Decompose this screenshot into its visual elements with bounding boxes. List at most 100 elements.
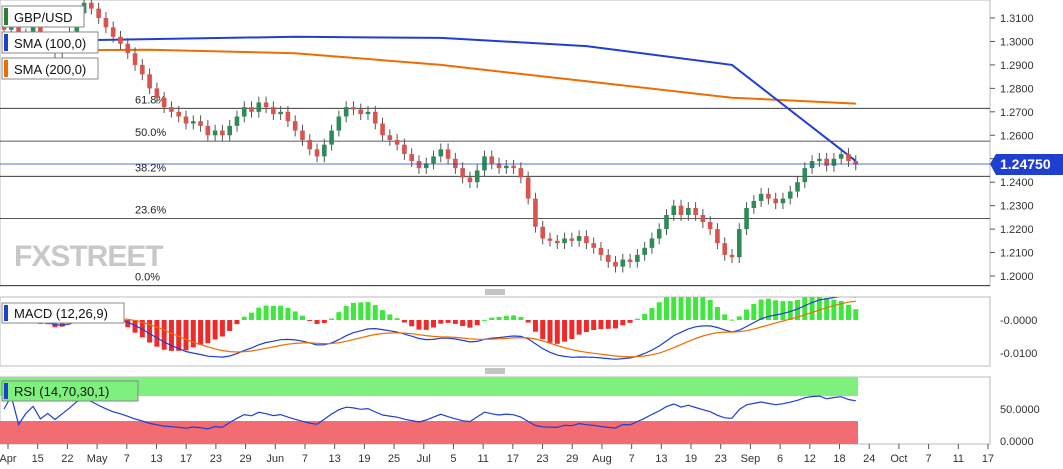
sma-200-line	[3, 48, 856, 105]
candle-body	[358, 109, 364, 115]
macd-histogram-bar	[714, 306, 720, 320]
candle-body	[605, 254, 611, 262]
macd-histogram-bar	[416, 320, 422, 330]
candle-body	[591, 243, 596, 248]
macd-histogram-bar	[678, 297, 684, 320]
macd-histogram-bar	[329, 318, 335, 320]
macd-histogram-bar	[547, 320, 553, 343]
candle-body	[307, 139, 313, 150]
candle-body	[190, 121, 196, 124]
candle-body	[758, 193, 764, 201]
candle-body	[715, 229, 720, 244]
macd-histogram-bar	[554, 320, 560, 344]
candle-body	[198, 121, 203, 126]
candle-body	[846, 154, 851, 162]
macd-histogram-bar	[693, 297, 699, 320]
candle-body	[256, 102, 262, 112]
candle-body	[773, 198, 778, 204]
candle-body	[176, 111, 182, 117]
candle-body	[314, 149, 320, 157]
macd-histogram-bar	[350, 302, 356, 320]
candle-body	[496, 163, 502, 169]
macd-histogram-bar	[532, 320, 538, 332]
candle-body	[402, 144, 407, 155]
price-tick-label: 1.2400	[1000, 177, 1034, 189]
candle-body	[110, 27, 116, 37]
macd-histogram-bar	[299, 315, 305, 320]
price-tick-label: 1.2900	[1000, 60, 1034, 72]
candle-body	[678, 205, 684, 216]
x-tick-label: 11	[953, 453, 964, 465]
candle-body	[554, 240, 560, 244]
candle-body	[547, 238, 553, 241]
macd-histogram-bar	[569, 320, 575, 340]
candle-body	[278, 111, 283, 115]
x-tick-label: 13	[655, 453, 667, 465]
candle-body	[627, 259, 633, 262]
x-tick-label: 13	[329, 453, 341, 465]
candle-body	[504, 165, 509, 169]
pane-resize-handle[interactable]	[485, 289, 505, 295]
legend-item-box[interactable]	[1, 5, 85, 28]
price-tick-label: 1.2000	[1000, 271, 1034, 283]
x-tick-label: 12	[804, 453, 816, 465]
macd-histogram-bar	[809, 297, 815, 320]
macd-histogram-bar	[758, 299, 764, 320]
candle-body	[132, 53, 138, 65]
macd-histogram-bar	[474, 320, 480, 326]
macd-histogram-bar	[241, 316, 247, 320]
macd-histogram-bar	[744, 309, 750, 320]
candle-body	[103, 18, 109, 28]
macd-histogram-bar	[219, 320, 225, 337]
x-tick-label: 23	[210, 453, 222, 465]
macd-histogram-bar	[518, 317, 524, 320]
candle-body	[118, 36, 123, 44]
candle-body	[664, 215, 669, 230]
macd-histogram-bar	[387, 314, 393, 320]
x-tick-label: 7	[926, 453, 932, 465]
macd-signal-line	[3, 300, 856, 358]
candle-body	[642, 247, 647, 255]
macd-histogram-bar	[656, 302, 662, 320]
fib-level-label: 23.6%	[135, 205, 166, 217]
candle-body	[169, 107, 174, 112]
x-tick-label: 23	[715, 453, 727, 465]
x-tick-label: 19	[685, 453, 697, 465]
candle-body	[234, 116, 240, 126]
candle-body	[474, 170, 480, 183]
candle-body	[292, 121, 298, 131]
pane-resize-handle[interactable]	[485, 368, 505, 374]
candle-body	[511, 165, 516, 169]
macd-legend-box[interactable]	[1, 302, 125, 324]
candle-body	[656, 229, 662, 239]
macd-histogram-bar	[838, 301, 844, 320]
macd-histogram-bar	[423, 320, 429, 330]
candle-body	[263, 102, 269, 108]
rsi-legend-box[interactable]	[1, 380, 139, 402]
macd-histogram-bar	[452, 320, 458, 324]
macd-histogram-bar	[176, 320, 182, 351]
candle-body	[387, 135, 393, 140]
candle-body	[154, 88, 160, 98]
macd-histogram-bar	[372, 305, 378, 320]
candle-body	[212, 130, 218, 136]
candle-body	[125, 43, 131, 54]
legend-item-box[interactable]	[1, 57, 99, 80]
macd-histogram-bar	[751, 303, 757, 320]
candle-body	[329, 130, 334, 145]
legend-item-box[interactable]	[1, 31, 99, 54]
macd-histogram-bar	[249, 312, 255, 320]
candle-body	[89, 2, 94, 9]
candle-body	[220, 130, 225, 136]
x-tick-label: Jul	[417, 453, 431, 465]
x-tick-label: 17	[982, 453, 994, 465]
macd-histogram-bar	[627, 320, 633, 323]
candle-body	[336, 116, 342, 131]
macd-histogram-bar	[634, 318, 640, 320]
macd-histogram-bar	[489, 317, 495, 320]
macd-histogram-bar	[642, 313, 648, 320]
macd-histogram-bar	[394, 318, 400, 320]
candle-body	[394, 139, 400, 145]
candle-body	[96, 8, 101, 18]
x-tick-label: 17	[507, 453, 519, 465]
